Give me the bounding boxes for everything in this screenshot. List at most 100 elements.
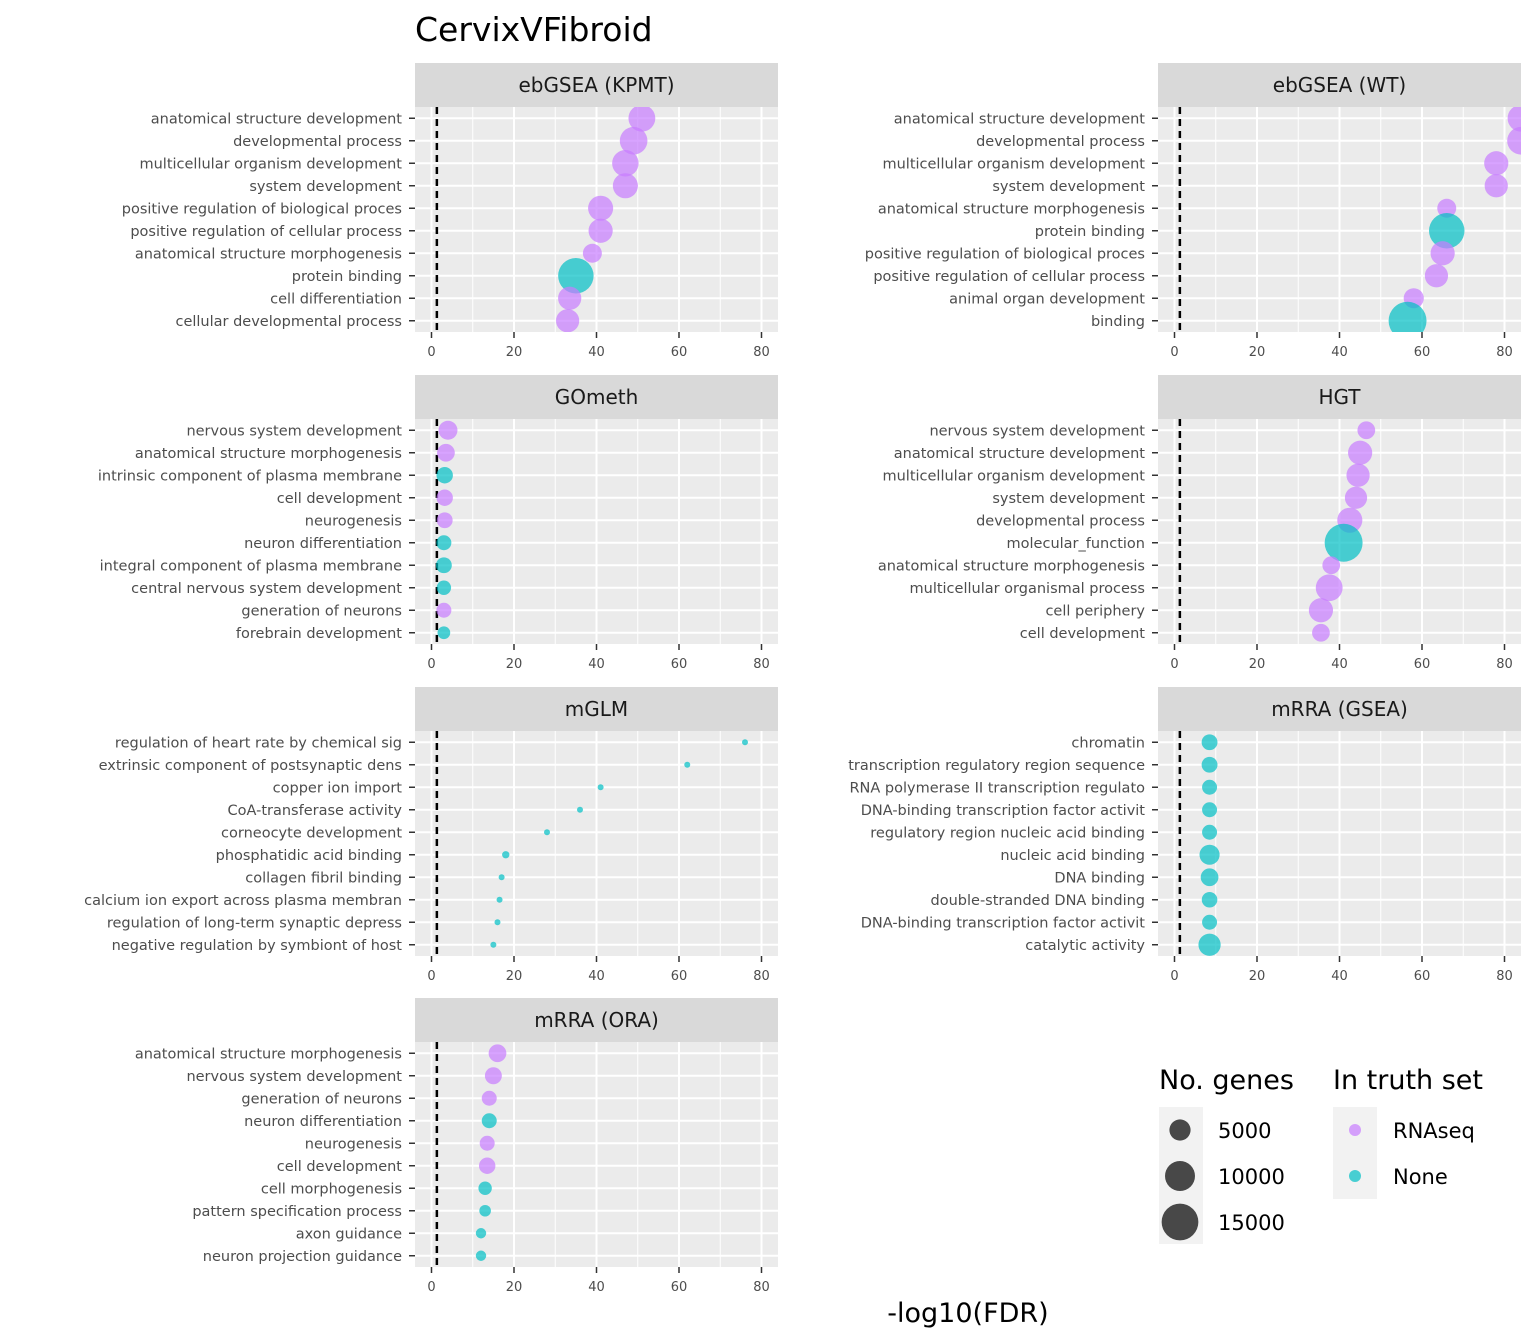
term-label: nervous system development bbox=[186, 423, 402, 439]
term-label: protein binding bbox=[1035, 224, 1145, 240]
data-point bbox=[619, 126, 648, 155]
data-point bbox=[479, 1204, 491, 1217]
x-tick-label: 80 bbox=[1496, 657, 1513, 672]
x-tick-label: 20 bbox=[1249, 657, 1266, 672]
x-tick-label: 60 bbox=[671, 969, 688, 984]
points-layer bbox=[435, 420, 458, 640]
x-tick-label: 80 bbox=[1496, 969, 1513, 984]
points-layer bbox=[1388, 107, 1521, 332]
term-label: neuron projection guidance bbox=[203, 1249, 402, 1265]
legend-size-title: No. genes bbox=[1159, 1065, 1294, 1096]
x-tick-label: 80 bbox=[1496, 345, 1513, 360]
term-label: cell morphogenesis bbox=[261, 1181, 402, 1197]
panel-ebgsea-wt: ebGSEA (WT) anatomical structure developm… bbox=[865, 63, 1521, 360]
x-tick-label: 20 bbox=[506, 345, 523, 360]
term-label: phosphatidic acid binding bbox=[216, 848, 402, 864]
x-tick-label: 80 bbox=[753, 969, 770, 984]
term-label: anatomical structure development bbox=[894, 446, 1146, 462]
panel-strip bbox=[415, 63, 778, 107]
term-label: copper ion import bbox=[273, 780, 403, 796]
data-point bbox=[556, 309, 580, 332]
x-tick-label: 40 bbox=[588, 1280, 605, 1295]
data-point bbox=[481, 1113, 497, 1129]
term-label: multicellular organism development bbox=[882, 156, 1145, 172]
data-point bbox=[478, 1157, 496, 1174]
panel-mrra-gsea: mRRA (GSEA) chromatin transcription regula… bbox=[848, 687, 1521, 984]
points-layer bbox=[490, 739, 748, 948]
term-label: molecular_function bbox=[1007, 536, 1145, 552]
term-label: protein binding bbox=[292, 269, 402, 285]
data-point bbox=[438, 420, 458, 440]
data-point bbox=[481, 1090, 497, 1106]
x-tick-label: 60 bbox=[671, 345, 688, 360]
term-label: multicellular organism development bbox=[882, 468, 1145, 484]
data-point bbox=[496, 896, 503, 903]
data-point bbox=[475, 1250, 487, 1261]
panel-strip bbox=[415, 375, 778, 419]
term-label: anatomical structure morphogenesis bbox=[878, 558, 1145, 574]
data-point bbox=[1430, 241, 1455, 266]
legend-color-title: In truth set bbox=[1333, 1065, 1483, 1096]
term-label: cell differentiation bbox=[270, 291, 402, 307]
term-label: cell periphery bbox=[1045, 603, 1145, 619]
term-label: neurogenesis bbox=[305, 513, 402, 529]
term-label: cellular developmental process bbox=[175, 314, 402, 330]
data-point bbox=[436, 512, 453, 529]
points-layer bbox=[1198, 734, 1221, 956]
data-point bbox=[558, 286, 582, 310]
panel-gometh: GOmeth nervous system development anatomic… bbox=[98, 375, 778, 672]
data-point bbox=[577, 806, 583, 813]
term-label: developmental process bbox=[233, 134, 402, 150]
term-label: anatomical structure development bbox=[151, 111, 403, 127]
data-point bbox=[436, 489, 453, 506]
x-tick-label: 40 bbox=[1331, 345, 1348, 360]
panel-mglm: mGLM regulation of heart rate by chemical… bbox=[84, 687, 778, 984]
data-point bbox=[502, 851, 510, 859]
legend-size-key bbox=[1161, 1203, 1199, 1241]
x-tick-label: 80 bbox=[753, 657, 770, 672]
x-tick-label: 60 bbox=[671, 657, 688, 672]
data-point bbox=[1507, 126, 1521, 155]
data-point bbox=[612, 173, 638, 199]
legend-color-key-background bbox=[1333, 1107, 1377, 1199]
legend-color-label: None bbox=[1393, 1165, 1448, 1189]
term-label: neuron differentiation bbox=[244, 1114, 402, 1130]
data-point bbox=[1315, 574, 1343, 602]
data-point bbox=[1346, 463, 1370, 487]
term-label: neuron differentiation bbox=[244, 536, 402, 552]
data-point bbox=[1484, 151, 1509, 176]
data-point bbox=[1322, 556, 1341, 575]
x-tick-label: 60 bbox=[1414, 657, 1431, 672]
term-label: positive regulation of biological proces bbox=[122, 201, 402, 217]
data-point bbox=[479, 1135, 495, 1151]
term-label: CoA-transferase activity bbox=[227, 803, 402, 819]
data-point bbox=[490, 941, 497, 948]
data-point bbox=[1437, 198, 1457, 218]
term-label: positive regulation of cellular process bbox=[130, 224, 402, 240]
data-point bbox=[1348, 440, 1373, 465]
term-label: anatomical structure morphogenesis bbox=[878, 201, 1145, 217]
data-point bbox=[494, 919, 501, 926]
term-label: nucleic acid binding bbox=[1000, 848, 1145, 864]
x-tick-label: 80 bbox=[753, 345, 770, 360]
term-label: intrinsic component of plasma membrane bbox=[98, 468, 402, 484]
term-label: developmental process bbox=[976, 513, 1145, 529]
term-label: regulation of heart rate by chemical sig bbox=[115, 735, 402, 751]
term-label: cell development bbox=[277, 491, 403, 507]
data-point bbox=[1201, 756, 1218, 773]
panel-strip-label: mGLM bbox=[565, 697, 628, 721]
data-point bbox=[1202, 914, 1218, 930]
term-label: regulation of long-term synaptic depress bbox=[107, 915, 402, 931]
data-point bbox=[1344, 486, 1368, 509]
term-label: multicellular organismal process bbox=[910, 581, 1146, 597]
legend: No. genes In truth set 5000 10000 15000 RNA… bbox=[1159, 1065, 1483, 1244]
points-layer bbox=[1308, 421, 1376, 642]
legend-color-key bbox=[1349, 1124, 1361, 1136]
term-label: integral component of plasma membrane bbox=[100, 558, 402, 574]
data-point bbox=[1202, 824, 1218, 840]
chart-title: CervixVFibroid bbox=[415, 10, 653, 49]
data-point bbox=[588, 195, 614, 221]
data-point bbox=[582, 243, 602, 263]
x-tick-label: 0 bbox=[1170, 657, 1178, 672]
data-point bbox=[436, 467, 453, 484]
